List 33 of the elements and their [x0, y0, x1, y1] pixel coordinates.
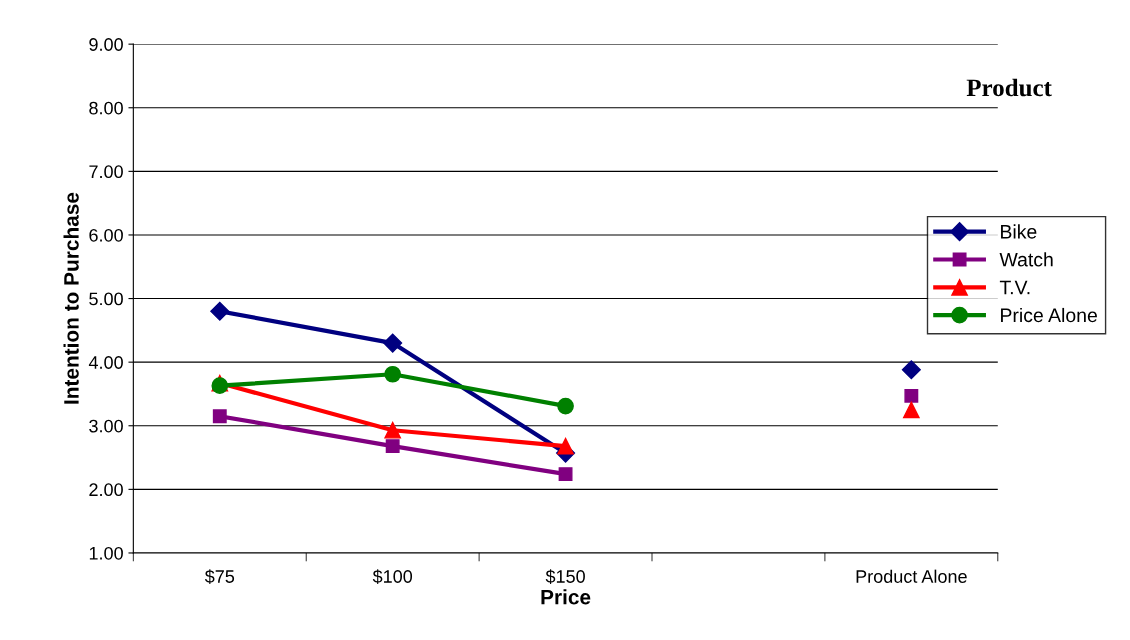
y-tick-label: 7.00	[89, 165, 123, 179]
point	[384, 365, 402, 383]
y-tick-label: 6.00	[89, 228, 123, 242]
point	[212, 409, 227, 424]
y-tick-label: 1.00	[89, 546, 123, 560]
x-axis-title: Price	[541, 589, 591, 605]
y-tick-label: 4.00	[88, 356, 123, 369]
y-tick-label: 3.00	[89, 419, 123, 433]
point	[557, 437, 574, 455]
y-axis-title: Intention to Purchase	[63, 192, 79, 404]
point	[385, 439, 400, 454]
x-tick-label: $75	[204, 569, 235, 584]
point	[211, 377, 229, 395]
y-tick-label: 2.00	[89, 483, 123, 497]
legend-label: T.V.	[999, 280, 1030, 295]
point	[210, 301, 230, 321]
point	[557, 397, 574, 415]
point	[384, 421, 402, 439]
x-tick-label: $100	[372, 569, 413, 584]
point	[558, 467, 573, 482]
point	[901, 360, 921, 380]
legend-label: Bike	[1001, 224, 1037, 239]
point	[904, 388, 919, 403]
y-tick-label: 8.00	[89, 101, 123, 115]
point	[383, 333, 403, 353]
y-tick-label: 9.00	[89, 38, 123, 51]
x-tick-label: Product Alone	[856, 569, 967, 583]
x-tick-label: $150	[545, 569, 585, 584]
y-tick-label: 5.00	[89, 292, 123, 306]
legend-label: Price Alone	[1001, 307, 1097, 323]
legend-label: Watch	[999, 252, 1053, 267]
legend-title: Product	[966, 78, 1052, 97]
point	[903, 401, 920, 419]
